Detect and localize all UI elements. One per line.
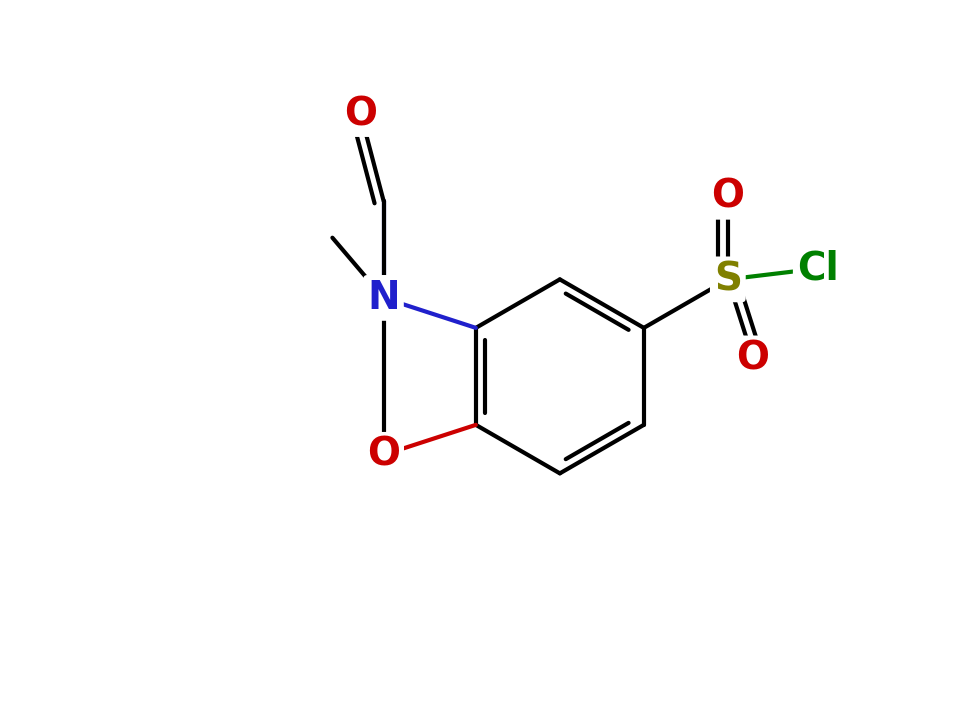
- Text: O: O: [737, 340, 769, 377]
- Text: Cl: Cl: [796, 250, 838, 287]
- Text: O: O: [367, 436, 400, 473]
- Text: S: S: [713, 261, 742, 298]
- Text: N: N: [367, 279, 400, 317]
- Text: O: O: [712, 178, 745, 216]
- Text: O: O: [345, 95, 378, 133]
